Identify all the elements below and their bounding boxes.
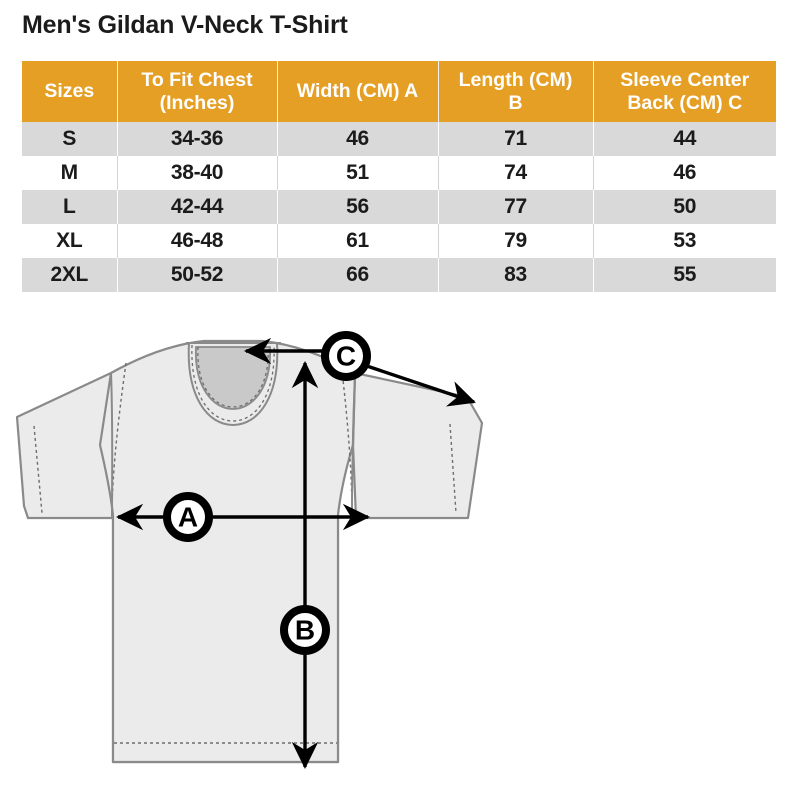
cell-width: 56 xyxy=(277,190,439,224)
left-shoulder-seam xyxy=(110,372,114,517)
cell-length: 74 xyxy=(438,156,594,190)
column-header-chest-line2: (Inches) xyxy=(159,91,235,114)
cell-size: M xyxy=(22,156,118,190)
column-header-sleeve-line2: Back (CM) C xyxy=(627,91,743,114)
tshirt-illustration xyxy=(15,339,484,764)
size-chart-table: Sizes To Fit Chest (Inches) Width (CM) A… xyxy=(22,61,776,292)
column-header-chest: To Fit Chest (Inches) xyxy=(117,61,278,122)
column-header-length: Length (CM) B xyxy=(438,61,594,122)
cell-size: S xyxy=(22,122,118,156)
cell-sleeve: 50 xyxy=(593,190,776,224)
table-row: 2XL 50-52 66 83 55 xyxy=(22,258,776,292)
cell-length: 79 xyxy=(438,224,594,258)
column-header-length-line1: Length (CM) xyxy=(458,68,573,91)
table-row: M 38-40 51 74 46 xyxy=(22,156,776,190)
right-sleeve-shape xyxy=(351,371,484,520)
column-header-length-line2: B xyxy=(508,91,523,114)
cell-sleeve: 53 xyxy=(593,224,776,258)
column-header-sizes-line1: Sizes xyxy=(44,80,95,102)
measurement-a-group: A xyxy=(115,492,371,542)
left-sleeve-cuff-stitch xyxy=(33,425,43,514)
cell-chest: 38-40 xyxy=(117,156,278,190)
tshirt-torso-outline xyxy=(111,515,340,764)
cell-chest: 42-44 xyxy=(117,190,278,224)
table-row: L 42-44 56 77 50 xyxy=(22,190,776,224)
cell-size: 2XL xyxy=(22,258,118,292)
table-row: S 34-36 46 71 44 xyxy=(22,122,776,156)
measurement-c-badge-circle xyxy=(321,331,371,381)
cell-sleeve: 46 xyxy=(593,156,776,190)
column-header-chest-line1: To Fit Chest xyxy=(141,68,253,91)
measurement-a-label: A xyxy=(178,502,198,533)
cell-width: 61 xyxy=(277,224,439,258)
cell-chest: 46-48 xyxy=(117,224,278,258)
measurement-b-badge-circle xyxy=(280,605,330,655)
table-header: Sizes To Fit Chest (Inches) Width (CM) A… xyxy=(22,61,776,122)
column-header-sleeve-line1: Sleeve Center xyxy=(620,68,750,91)
size-chart-table-container: Sizes To Fit Chest (Inches) Width (CM) A… xyxy=(22,61,776,292)
column-header-sizes: Sizes xyxy=(22,61,118,122)
measurement-a-badge-circle xyxy=(163,492,213,542)
cell-sleeve: 44 xyxy=(593,122,776,156)
page-title: Men's Gildan V-Neck T-Shirt xyxy=(22,11,348,39)
column-header-sleeve: Sleeve Center Back (CM) C xyxy=(593,61,776,122)
collar-band-stitch-outer xyxy=(191,344,275,422)
cell-size: XL xyxy=(22,224,118,258)
tshirt-measurement-diagram: A B C xyxy=(0,325,800,791)
column-header-width: Width (CM) A xyxy=(277,61,439,122)
measurement-c-label: C xyxy=(336,341,356,372)
cell-length: 77 xyxy=(438,190,594,224)
cell-length: 71 xyxy=(438,122,594,156)
table-header-row: Sizes To Fit Chest (Inches) Width (CM) A… xyxy=(22,61,776,122)
cell-width: 51 xyxy=(277,156,439,190)
measurement-b-label: B xyxy=(295,615,315,646)
column-header-width-line1: Width (CM) A xyxy=(296,80,419,102)
collar-band-stitch-inner xyxy=(197,346,269,408)
cell-chest: 34-36 xyxy=(117,122,278,156)
cell-length: 83 xyxy=(438,258,594,292)
right-shoulder-seam xyxy=(351,372,356,517)
measurement-c-group: C xyxy=(243,331,476,407)
cell-chest: 50-52 xyxy=(117,258,278,292)
collar-band-outer xyxy=(187,342,279,427)
cell-width: 66 xyxy=(277,258,439,292)
right-sleeve-cuff-stitch xyxy=(449,423,457,514)
measurement-b-group: B xyxy=(280,360,330,770)
cell-width: 46 xyxy=(277,122,439,156)
table-body: S 34-36 46 71 44 M 38-40 51 74 46 L 42-4… xyxy=(22,122,776,292)
cell-size: L xyxy=(22,190,118,224)
cell-sleeve: 55 xyxy=(593,258,776,292)
table-row: XL 46-48 61 79 53 xyxy=(22,224,776,258)
